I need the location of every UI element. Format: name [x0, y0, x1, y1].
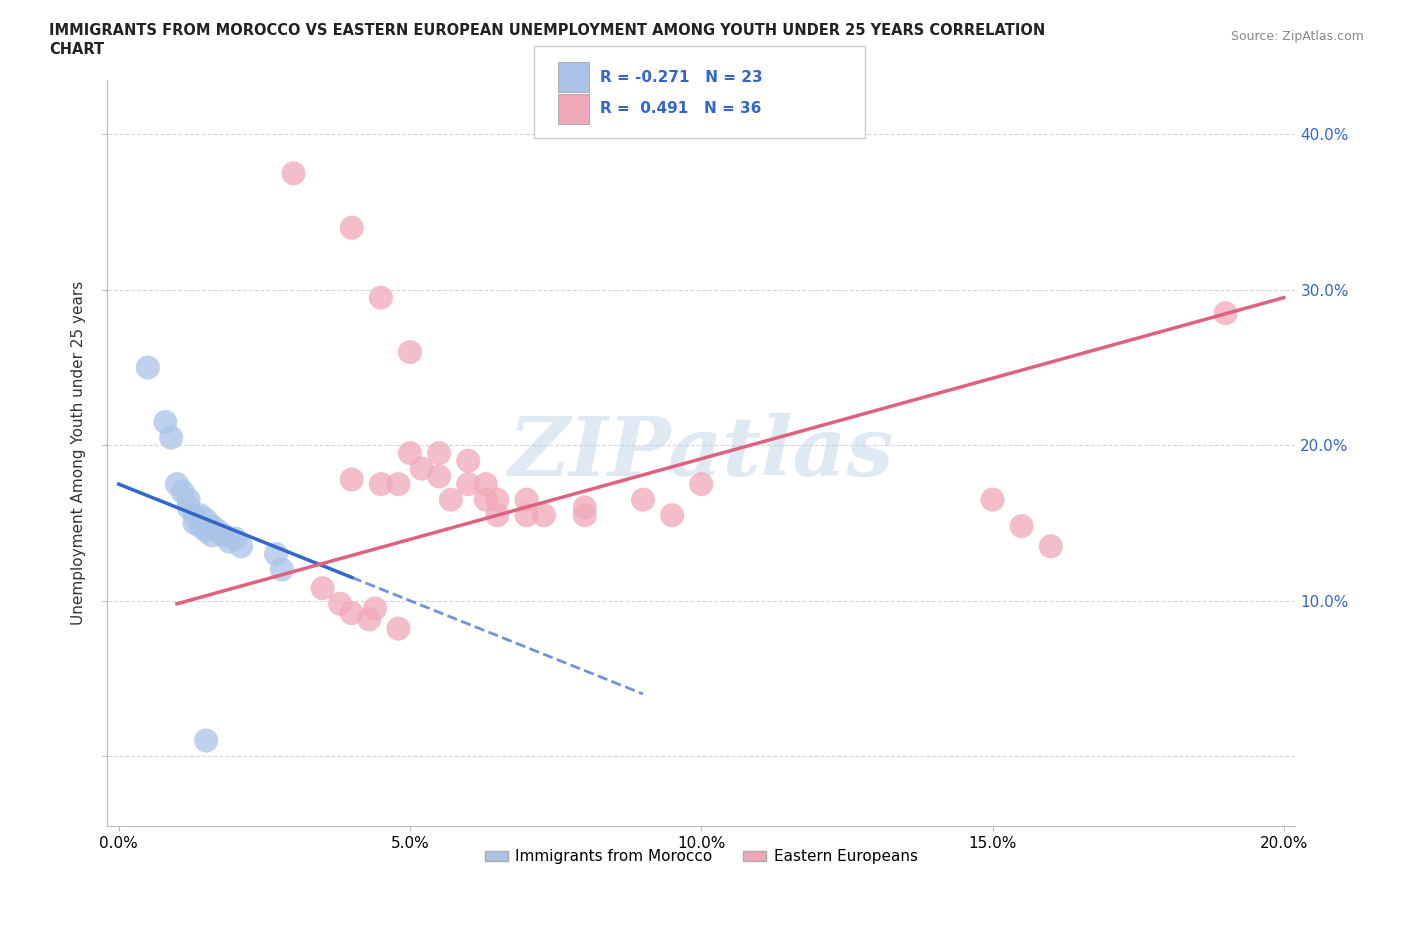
Point — [1039, 538, 1062, 553]
Point — [370, 477, 392, 492]
Point — [195, 512, 218, 527]
Point — [399, 445, 422, 460]
Point — [207, 524, 229, 538]
Point — [177, 492, 200, 507]
Point — [218, 534, 240, 549]
Point — [195, 733, 218, 748]
Point — [329, 596, 352, 611]
Point — [440, 492, 463, 507]
Point — [486, 492, 509, 507]
Point — [370, 290, 392, 305]
Y-axis label: Unemployment Among Youth under 25 years: Unemployment Among Youth under 25 years — [72, 281, 86, 625]
Text: R = -0.271   N = 23: R = -0.271 N = 23 — [600, 70, 763, 85]
Point — [340, 472, 363, 487]
Legend: Immigrants from Morocco, Eastern Europeans: Immigrants from Morocco, Eastern Europea… — [478, 844, 924, 870]
Point — [574, 500, 596, 515]
Point — [201, 528, 224, 543]
Point — [661, 508, 683, 523]
Point — [283, 166, 305, 180]
Point — [195, 524, 218, 538]
Point — [188, 508, 211, 523]
Text: Source: ZipAtlas.com: Source: ZipAtlas.com — [1230, 30, 1364, 43]
Point — [364, 601, 387, 616]
Point — [166, 477, 188, 492]
Text: IMMIGRANTS FROM MOROCCO VS EASTERN EUROPEAN UNEMPLOYMENT AMONG YOUTH UNDER 25 YE: IMMIGRANTS FROM MOROCCO VS EASTERN EUROP… — [49, 23, 1046, 38]
Point — [690, 477, 713, 492]
Point — [270, 562, 292, 577]
Point — [183, 508, 205, 523]
Point — [515, 508, 537, 523]
Point — [515, 492, 537, 507]
Text: CHART: CHART — [49, 42, 104, 57]
Point — [224, 531, 246, 546]
Text: ZIPatlas: ZIPatlas — [509, 413, 894, 493]
Point — [631, 492, 654, 507]
Point — [229, 538, 252, 553]
Point — [427, 445, 450, 460]
Point — [981, 492, 1004, 507]
Point — [1011, 519, 1033, 534]
Point — [183, 515, 205, 530]
Point — [201, 519, 224, 534]
Point — [311, 581, 333, 596]
Point — [136, 360, 159, 375]
Point — [1215, 306, 1237, 321]
Point — [427, 469, 450, 484]
Point — [160, 430, 183, 445]
Text: R =  0.491   N = 36: R = 0.491 N = 36 — [600, 101, 762, 116]
Point — [486, 508, 509, 523]
Point — [340, 605, 363, 620]
Point — [359, 612, 381, 627]
Point — [155, 415, 177, 430]
Point — [411, 461, 433, 476]
Point — [177, 500, 200, 515]
Point — [264, 547, 287, 562]
Point — [387, 621, 409, 636]
Point — [399, 345, 422, 360]
Point — [172, 485, 194, 499]
Point — [457, 454, 479, 469]
Point — [188, 519, 211, 534]
Point — [387, 477, 409, 492]
Point — [212, 528, 235, 543]
Point — [340, 220, 363, 235]
Point — [474, 492, 496, 507]
Point — [474, 477, 496, 492]
Point — [457, 477, 479, 492]
Point — [574, 508, 596, 523]
Point — [533, 508, 555, 523]
